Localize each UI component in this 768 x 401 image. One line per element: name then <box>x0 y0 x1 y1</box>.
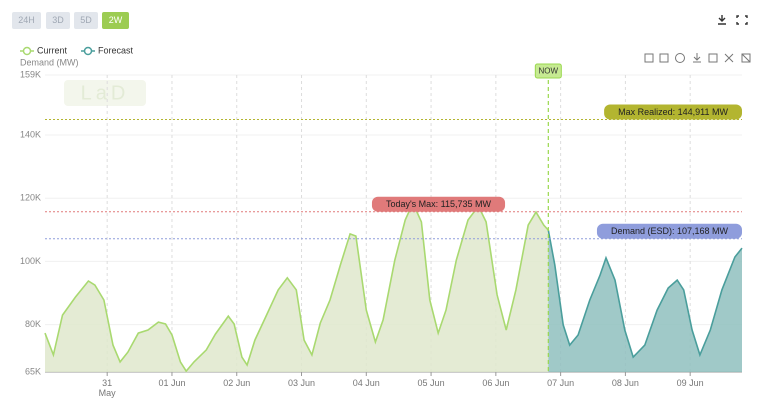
zoom-icon[interactable] <box>644 53 654 63</box>
reference-label-text: Max Realized: 144,911 MW <box>618 107 728 117</box>
zoom-back-icon[interactable] <box>659 53 669 63</box>
legend-marker <box>83 46 93 56</box>
y-tick-label: 100K <box>20 256 41 266</box>
clear-icon[interactable] <box>741 53 751 63</box>
range-button[interactable]: 3D <box>46 12 70 29</box>
fullscreen-icon[interactable] <box>736 15 748 25</box>
x-tick-label: 04 Jun <box>352 378 380 388</box>
reference-label: Max Realized: 144,911 MW <box>604 104 742 120</box>
x-tick-label: 07 Jun <box>547 378 575 388</box>
logo: LaD <box>81 82 130 104</box>
y-tick-label: 80K <box>25 319 41 329</box>
x-tick-label: 05 Jun <box>417 378 445 388</box>
download-icon[interactable] <box>718 15 726 25</box>
reference-label-box <box>371 196 506 212</box>
series-line <box>547 229 743 359</box>
logo-box <box>64 80 146 106</box>
y-tick-label: 65K <box>25 366 41 376</box>
now-label: NOW <box>539 67 559 76</box>
series-line <box>44 201 549 373</box>
lasso-icon[interactable] <box>724 53 734 63</box>
reference-label-text: Demand (ESD): 107,168 MW <box>611 226 729 236</box>
y-tick-label: 140K <box>20 129 41 139</box>
y-tick-label: 159K <box>20 69 41 79</box>
reference-label-box <box>604 104 742 120</box>
series-area <box>548 230 742 372</box>
save-icon[interactable] <box>693 53 701 63</box>
reference-label: Demand (ESD): 107,168 MW <box>596 223 742 239</box>
x-tick-label: 09 Jun <box>676 378 704 388</box>
x-tick-label: 03 Jun <box>288 378 316 388</box>
y-tick-label: 120K <box>20 193 41 203</box>
series-area <box>45 203 549 372</box>
range-button[interactable]: 24H <box>12 12 41 29</box>
toolbox[interactable] <box>644 53 751 63</box>
x-tick-label: 31 May <box>98 378 116 398</box>
restore-icon[interactable] <box>675 53 685 63</box>
top-icons[interactable] <box>718 15 748 25</box>
legend-marker <box>22 46 32 56</box>
reference-label: Today's Max: 115,735 MW <box>371 196 506 212</box>
select-icon[interactable] <box>708 53 718 63</box>
now-tag <box>534 63 562 79</box>
reference-label-box <box>596 223 742 239</box>
legend-label: Forecast <box>98 45 134 55</box>
range-button[interactable]: 5D <box>74 12 98 29</box>
x-tick-label: 08 Jun <box>611 378 639 388</box>
x-tick-label: 01 Jun <box>158 378 186 388</box>
range-button[interactable]: 2W <box>102 12 129 29</box>
x-tick-label: 02 Jun <box>223 378 251 388</box>
legend-label: Current <box>37 45 68 55</box>
reference-label-text: Today's Max: 115,735 MW <box>386 199 492 209</box>
y-axis-label: Demand (MW) <box>20 57 79 67</box>
x-tick-label: 06 Jun <box>482 378 510 388</box>
